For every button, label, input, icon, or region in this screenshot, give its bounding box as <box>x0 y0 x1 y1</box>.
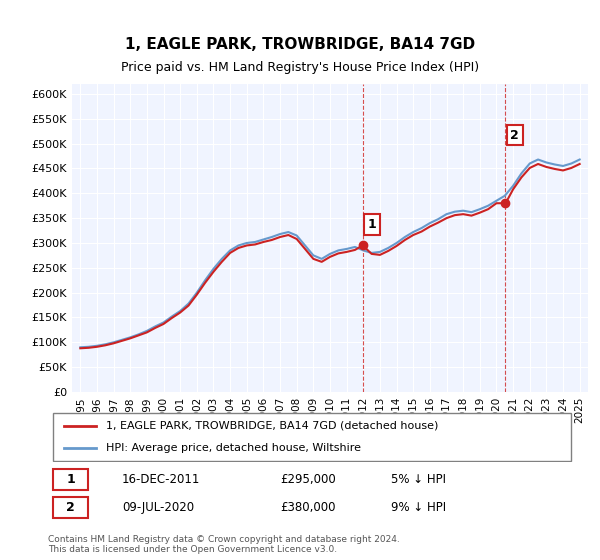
Text: £295,000: £295,000 <box>280 473 336 486</box>
FancyBboxPatch shape <box>53 497 88 518</box>
Text: £380,000: £380,000 <box>280 501 336 514</box>
Text: HPI: Average price, detached house, Wiltshire: HPI: Average price, detached house, Wilt… <box>106 443 361 453</box>
Text: Price paid vs. HM Land Registry's House Price Index (HPI): Price paid vs. HM Land Registry's House … <box>121 60 479 74</box>
Text: 1: 1 <box>368 218 376 231</box>
Text: 1: 1 <box>67 473 75 486</box>
Text: 2: 2 <box>511 129 519 142</box>
Text: 1, EAGLE PARK, TROWBRIDGE, BA14 7GD (detached house): 1, EAGLE PARK, TROWBRIDGE, BA14 7GD (det… <box>106 421 439 431</box>
Text: 16-DEC-2011: 16-DEC-2011 <box>122 473 200 486</box>
Text: 2: 2 <box>67 501 75 514</box>
Text: 9% ↓ HPI: 9% ↓ HPI <box>391 501 446 514</box>
Text: 09-JUL-2020: 09-JUL-2020 <box>122 501 194 514</box>
FancyBboxPatch shape <box>53 413 571 461</box>
Text: 1, EAGLE PARK, TROWBRIDGE, BA14 7GD: 1, EAGLE PARK, TROWBRIDGE, BA14 7GD <box>125 38 475 52</box>
Text: Contains HM Land Registry data © Crown copyright and database right 2024.
This d: Contains HM Land Registry data © Crown c… <box>48 535 400 554</box>
Text: 5% ↓ HPI: 5% ↓ HPI <box>391 473 446 486</box>
FancyBboxPatch shape <box>53 469 88 490</box>
